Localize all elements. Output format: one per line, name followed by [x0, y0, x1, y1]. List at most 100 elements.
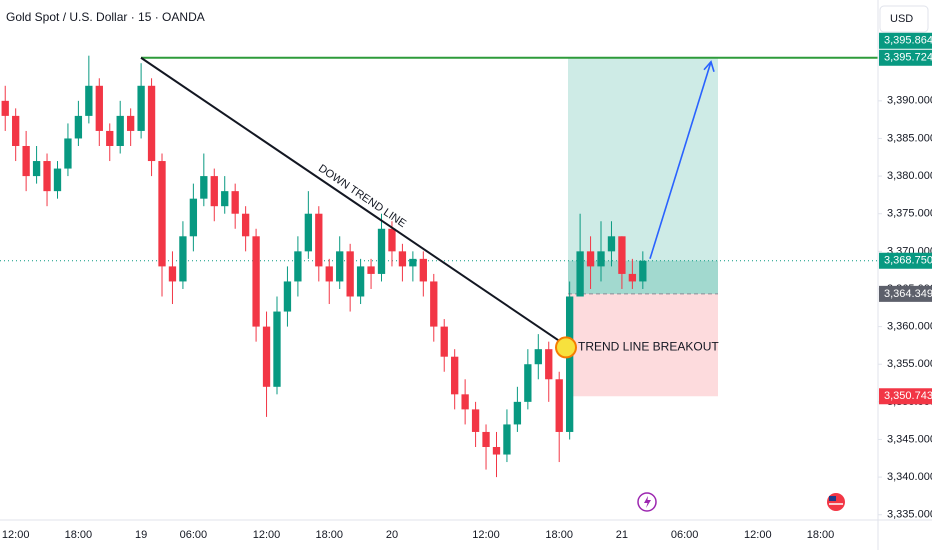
candle-body: [95, 85, 103, 131]
candle-body: [231, 191, 239, 214]
x-tick-label: 20: [386, 529, 398, 541]
candle-body: [22, 145, 30, 177]
price-badge: [879, 285, 932, 302]
candle-body: [158, 161, 166, 267]
candle-body: [137, 85, 145, 131]
candle-body: [451, 356, 459, 395]
candle-body: [377, 228, 386, 274]
candle-body: [524, 364, 532, 402]
candle-body: [43, 161, 51, 192]
y-tick-label: 3,335.000: [887, 509, 932, 521]
candle-body: [461, 394, 469, 410]
breakout-marker: [555, 336, 577, 359]
candle-body: [210, 176, 218, 207]
projection-arrow: [649, 61, 712, 259]
candle-body: [398, 251, 407, 267]
candle-body: [74, 115, 83, 139]
candle-body: [597, 251, 605, 267]
candle-body: [545, 349, 553, 380]
x-tick-label: 12:00: [253, 529, 281, 541]
candle-body: [64, 138, 72, 169]
candle-body: [576, 251, 584, 297]
candle-body: [492, 447, 501, 455]
candle-body: [12, 115, 20, 146]
candle-body: [315, 213, 323, 267]
stop-zone: [568, 293, 718, 397]
x-tick-label: 21: [616, 529, 628, 541]
candle-body: [555, 379, 563, 432]
candle-body: [126, 115, 135, 131]
x-tick-label: 18:00: [545, 529, 573, 541]
candle-body: [283, 281, 292, 312]
candle-body: [106, 130, 114, 146]
x-tick-label: 06:00: [180, 529, 208, 541]
price-badge-label: 3,395.864: [884, 35, 932, 47]
candle-body: [628, 273, 637, 282]
candle-body: [388, 228, 396, 252]
price-badge: [879, 49, 932, 66]
candle-body: [534, 349, 542, 365]
candle-body: [607, 236, 616, 252]
x-tick-label: 18:00: [807, 529, 835, 541]
y-tick-label: 3,360.000: [887, 321, 932, 333]
chart-title: Gold Spot / U.S. Dollar · 15 · OANDA: [6, 10, 205, 24]
x-tick-label: 06:00: [671, 529, 699, 541]
candle-body: [471, 409, 480, 432]
candle-body: [356, 266, 365, 297]
candle-body: [241, 213, 250, 237]
candle-body: [221, 191, 229, 207]
candle-body: [262, 326, 271, 387]
candle-body: [273, 311, 281, 387]
x-tick-label: 18:00: [315, 529, 343, 541]
flag-canton: [829, 496, 836, 501]
candle-body: [179, 236, 187, 282]
x-tick-label: 12:00: [2, 529, 30, 541]
candle-body: [482, 431, 490, 448]
candle-body: [419, 258, 427, 282]
trend-line: [140, 56, 567, 347]
price-badge-label: 3,368.750: [884, 255, 932, 267]
candle-body: [409, 258, 417, 267]
y-tick-label: 3,380.000: [887, 170, 932, 182]
price-badge: [879, 388, 932, 405]
x-tick-label: 19: [135, 529, 147, 541]
candle-body: [440, 326, 448, 357]
y-tick-label: 3,385.000: [887, 132, 932, 144]
price-badge-label: 3,364.349: [884, 288, 932, 300]
candle-body: [294, 251, 302, 282]
breakout-label: TREND LINE BREAKOUT: [578, 340, 719, 354]
candle-body: [32, 161, 41, 177]
candle-body: [639, 260, 647, 282]
currency-button[interactable]: [879, 5, 929, 33]
candle-body: [252, 236, 260, 327]
y-tick-label: 3,375.000: [887, 208, 932, 220]
candle-body: [430, 281, 438, 327]
candle-body: [586, 251, 595, 267]
price-badge: [879, 32, 932, 49]
x-tick-label: 18:00: [65, 529, 93, 541]
lightning-icon: [644, 496, 651, 508]
flag-icon[interactable]: [827, 493, 845, 511]
candle-body: [85, 85, 93, 116]
candle-body: [116, 115, 124, 146]
price-badge-label: 3,395.724: [884, 52, 932, 64]
candle-body: [53, 168, 62, 192]
currency[interactable]: USD: [890, 13, 913, 25]
candle-body: [304, 213, 313, 252]
x-tick-label: 12:00: [744, 529, 772, 541]
candle-body: [200, 176, 208, 199]
y-tick-label: 3,390.000: [887, 95, 932, 107]
candle-body: [565, 296, 574, 432]
arrow-head: [703, 60, 715, 72]
candle-body: [168, 266, 177, 282]
price-badge: [879, 252, 932, 269]
y-tick-label: 3,355.000: [887, 358, 932, 370]
candle-body: [189, 198, 198, 237]
candle-body: [325, 266, 333, 282]
candle-body: [513, 401, 522, 425]
candle-body: [618, 236, 626, 274]
candle-body: [1, 100, 9, 116]
